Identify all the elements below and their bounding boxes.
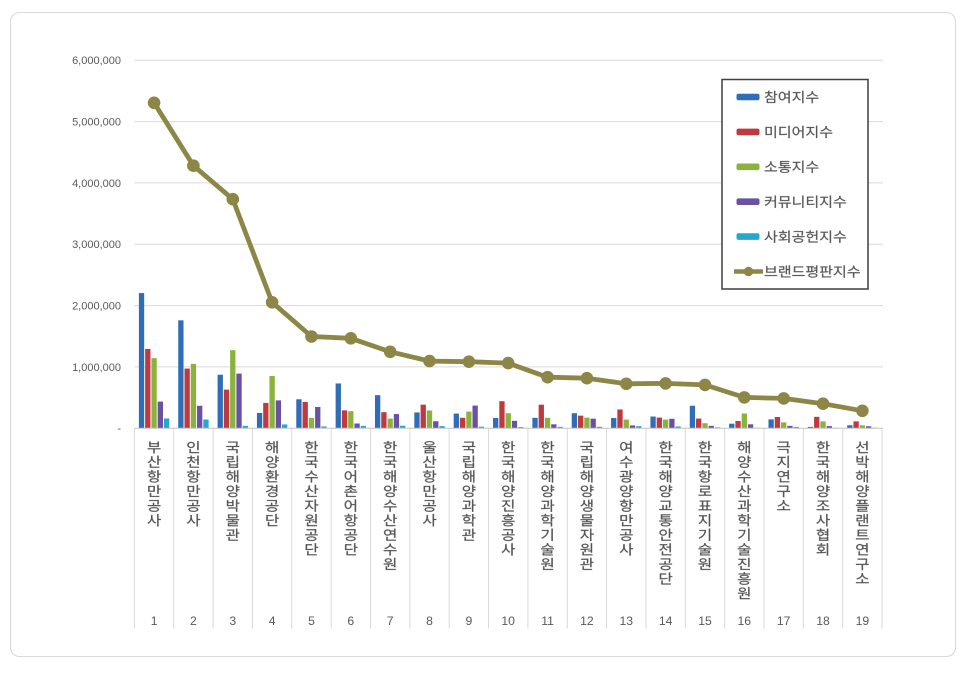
svg-text:3,000,000: 3,000,000 [72,239,121,251]
svg-text:2: 2 [190,614,197,628]
svg-text:8: 8 [426,614,433,628]
svg-text:11: 11 [541,614,554,628]
svg-text:-: - [117,423,121,435]
svg-text:6: 6 [347,614,354,628]
svg-text:1,000,000: 1,000,000 [72,362,121,374]
svg-text:10: 10 [501,614,515,628]
svg-text:15: 15 [698,614,712,628]
svg-text:12: 12 [580,614,594,628]
svg-text:19: 19 [856,614,870,628]
svg-text:1: 1 [151,614,158,628]
svg-text:2,000,000: 2,000,000 [72,301,121,313]
svg-text:5,000,000: 5,000,000 [72,117,121,129]
svg-text:4,000,000: 4,000,000 [72,178,121,190]
svg-text:14: 14 [659,614,673,628]
svg-text:3: 3 [229,614,236,628]
svg-text:13: 13 [620,614,634,628]
svg-text:4: 4 [269,614,276,628]
svg-text:7: 7 [387,614,394,628]
svg-text:18: 18 [816,614,830,628]
svg-text:17: 17 [777,614,791,628]
svg-text:6,000,000: 6,000,000 [72,55,121,67]
svg-text:16: 16 [738,614,752,628]
svg-text:5: 5 [308,614,315,628]
svg-text:9: 9 [466,614,473,628]
